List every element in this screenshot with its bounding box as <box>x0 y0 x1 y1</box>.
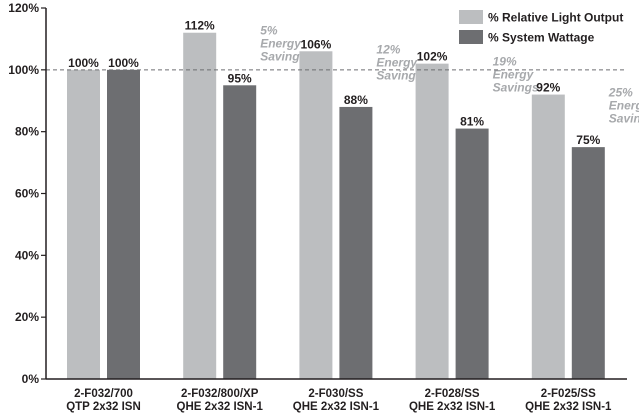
legend-label: % Relative Light Output <box>488 11 623 25</box>
bar <box>415 63 449 380</box>
data-label: 75% <box>576 133 600 147</box>
energy-savings-annotation: 12% <box>376 42 400 56</box>
x-tick-label: QHE 2x32 ISN-1 <box>525 401 612 413</box>
y-tick-label: 120% <box>8 1 39 15</box>
data-label: 106% <box>301 37 332 51</box>
x-tick-label: 2-F032/800/XP <box>181 388 259 400</box>
legend-label: % System Wattage <box>488 31 595 45</box>
x-tick-label: 2-F025/SS <box>541 388 596 400</box>
energy-savings-annotation: Energy <box>260 37 302 51</box>
x-tick-label: QTP 2x32 ISN <box>66 401 141 413</box>
energy-savings-annotation: 19% <box>493 55 517 69</box>
y-tick-label: 60% <box>15 187 39 201</box>
data-label: 88% <box>344 93 368 107</box>
x-tick-label: QHE 2x32 ISN-1 <box>409 401 496 413</box>
bar <box>223 85 257 380</box>
data-label: 81% <box>460 115 484 129</box>
energy-savings-annotation: Savings <box>260 50 306 64</box>
x-tick-label: 2-F032/700 <box>74 388 133 400</box>
data-label: 112% <box>185 19 215 33</box>
bar <box>531 94 565 380</box>
x-tick-label: QHE 2x32 ISN-1 <box>177 401 264 413</box>
energy-savings-annotation: Savings <box>376 68 422 82</box>
data-label: 92% <box>536 81 560 95</box>
y-tick-label: 80% <box>15 125 39 139</box>
x-tick-label: 2-F030/SS <box>308 388 363 400</box>
energy-savings-annotation: Savings <box>609 112 639 126</box>
bar <box>339 106 373 379</box>
data-label: 102% <box>417 50 448 64</box>
legend-swatch <box>459 10 483 24</box>
x-tick-label: 2-F028/SS <box>425 388 480 400</box>
energy-savings-annotation: Energy <box>609 99 639 113</box>
y-tick-label: 20% <box>15 310 39 324</box>
bar <box>107 69 140 379</box>
energy-savings-annotation: Savings <box>493 81 539 95</box>
energy-savings-annotation: 5% <box>260 24 278 38</box>
bar <box>67 69 100 379</box>
bar <box>299 51 333 380</box>
bar <box>571 147 605 379</box>
data-label: 95% <box>228 71 252 85</box>
y-tick-label: 40% <box>15 248 39 262</box>
x-tick-label: QHE 2x32 ISN-1 <box>293 401 380 413</box>
energy-savings-annotation: Energy <box>376 55 418 69</box>
data-label: 100% <box>108 56 139 70</box>
data-label: 100% <box>68 56 99 70</box>
y-tick-label: 100% <box>8 63 39 77</box>
energy-savings-annotation: Energy <box>493 68 535 82</box>
legend-swatch <box>459 30 483 44</box>
bar <box>183 32 217 379</box>
bar <box>455 128 489 379</box>
y-tick-label: 0% <box>22 372 40 386</box>
energy-savings-annotation: 25% <box>608 86 633 100</box>
